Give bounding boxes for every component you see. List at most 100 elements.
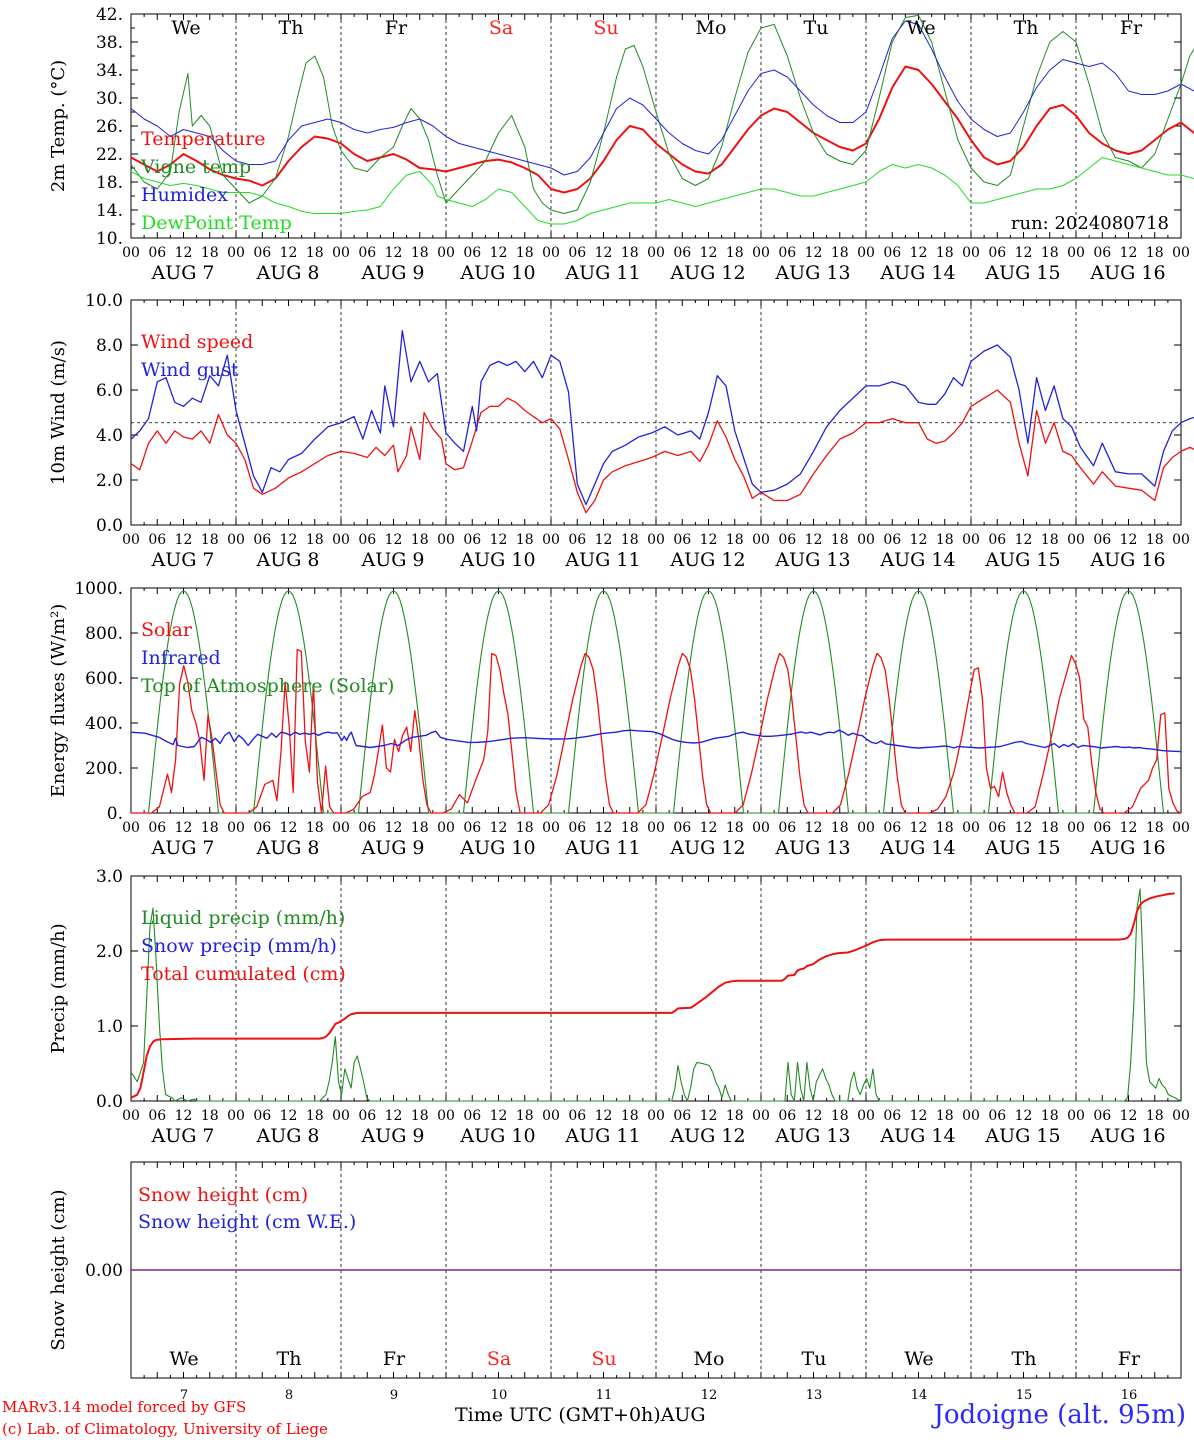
legend-entry: Snow precip (mm/h) [141, 935, 337, 957]
hour-tick-label: 18 [831, 532, 849, 548]
date-label: AUG 11 [564, 262, 640, 284]
day-number-label: 15 [1016, 1388, 1033, 1403]
hour-tick-label: 00 [122, 820, 140, 836]
hour-tick-label: 18 [936, 532, 954, 548]
weekday-label: Fr [383, 1348, 406, 1370]
hour-tick-label: 06 [148, 1108, 166, 1124]
y-axis-label: Snow height (cm) [48, 1189, 69, 1350]
y-tick-label: 200. [85, 759, 123, 779]
weekday-label: Th [1012, 1348, 1037, 1370]
hour-tick-label: 18 [1146, 532, 1164, 548]
date-label: AUG 9 [360, 1125, 424, 1147]
hour-tick-label: 00 [332, 532, 350, 548]
hour-tick-label: 06 [148, 245, 166, 261]
hour-tick-label: 18 [936, 1108, 954, 1124]
y-tick-label: 22. [96, 145, 123, 165]
series-infrared [130, 729, 1182, 753]
hour-tick-label: 00 [962, 245, 980, 261]
date-label: AUG 8 [255, 262, 319, 284]
hour-tick-label: 18 [1146, 245, 1164, 261]
y-tick-label: 3.0 [96, 867, 123, 887]
hour-tick-label: 06 [883, 1108, 901, 1124]
x-axis-label-text: Time UTC (GMT+0h) [455, 1404, 661, 1426]
hour-tick-label: 18 [936, 245, 954, 261]
hour-tick-label: 00 [437, 245, 455, 261]
hour-tick-label: 06 [463, 1108, 481, 1124]
hour-tick-label: 00 [1172, 532, 1190, 548]
hour-tick-label: 00 [647, 532, 665, 548]
hour-tick-label: 00 [752, 532, 770, 548]
y-tick-label: 2.0 [96, 942, 123, 962]
date-label: AUG 8 [255, 837, 319, 859]
day-number-label: 13 [806, 1388, 823, 1403]
hour-tick-label: 06 [568, 1108, 586, 1124]
y-tick-label: 34. [96, 61, 123, 81]
hour-tick-label: 00 [437, 1108, 455, 1124]
date-label: AUG 7 [150, 549, 214, 571]
hour-tick-label: 00 [1067, 820, 1085, 836]
date-label: AUG 7 [150, 837, 214, 859]
station-name: Jodoigne (alt. 95m) [933, 1400, 1186, 1430]
weekday-label: Mo [696, 17, 727, 39]
hour-tick-label: 06 [148, 820, 166, 836]
hour-tick-label: 00 [1067, 532, 1085, 548]
y-tick-label: 400. [85, 714, 123, 734]
hour-tick-label: 06 [673, 1108, 691, 1124]
hour-tick-label: 00 [437, 820, 455, 836]
weekday-label: Th [279, 17, 304, 39]
hour-tick-label: 12 [805, 532, 823, 548]
hour-tick-label: 12 [1120, 820, 1138, 836]
hour-tick-label: 12 [1015, 820, 1033, 836]
y-tick-label: 26. [96, 117, 123, 137]
hour-tick-label: 06 [148, 532, 166, 548]
series-top-of-atmosphere [147, 590, 1165, 814]
date-label: AUG 13 [774, 1125, 850, 1147]
hour-tick-label: 06 [568, 532, 586, 548]
date-label: AUG 13 [774, 262, 850, 284]
weekday-label: We [906, 17, 935, 39]
credit-line-2: (c) Lab. of Climatology, University of L… [2, 1420, 328, 1438]
hour-tick-label: 00 [542, 820, 560, 836]
hour-tick-label: 18 [306, 245, 324, 261]
date-label: AUG 14 [879, 549, 955, 571]
hour-tick-label: 18 [1041, 532, 1059, 548]
date-label: AUG 7 [150, 1125, 214, 1147]
hour-tick-label: 12 [175, 532, 193, 548]
hour-tick-label: 12 [175, 820, 193, 836]
hour-tick-label: 12 [490, 532, 508, 548]
legend-entry: DewPoint Temp [141, 212, 292, 234]
hour-tick-label: 00 [1067, 245, 1085, 261]
plot-frame [130, 587, 1182, 814]
hour-tick-label: 06 [463, 245, 481, 261]
weekday-label: Tu [804, 17, 829, 39]
hour-tick-label: 18 [516, 532, 534, 548]
date-label: AUG 15 [984, 1125, 1060, 1147]
hour-tick-label: 12 [385, 1108, 403, 1124]
hour-tick-label: 18 [306, 532, 324, 548]
hour-tick-label: 18 [831, 245, 849, 261]
hour-tick-label: 18 [201, 532, 219, 548]
y-tick-label: 0.00 [85, 1261, 123, 1281]
hour-tick-label: 18 [201, 245, 219, 261]
y-axis-label: 2m Temp. (°C) [48, 60, 69, 192]
legend-entry: Wind speed [141, 331, 253, 353]
hour-tick-label: 18 [201, 1108, 219, 1124]
hour-tick-label: 06 [253, 1108, 271, 1124]
hour-tick-label: 12 [280, 532, 298, 548]
hour-tick-label: 18 [411, 1108, 429, 1124]
hour-tick-label: 00 [857, 1108, 875, 1124]
hour-tick-label: 12 [1120, 1108, 1138, 1124]
y-tick-label: 14. [96, 201, 123, 221]
day-number-label: 12 [701, 1388, 718, 1403]
date-label: AUG 16 [1089, 262, 1165, 284]
date-label: AUG 16 [1089, 549, 1165, 571]
date-label: AUG 10 [459, 549, 535, 571]
hour-tick-label: 12 [595, 245, 613, 261]
date-label: AUG 9 [360, 837, 424, 859]
series-solar [131, 648, 1182, 814]
hour-tick-label: 00 [542, 245, 560, 261]
hour-tick-label: 06 [1093, 820, 1111, 836]
hour-tick-label: 06 [568, 245, 586, 261]
hour-tick-label: 00 [647, 245, 665, 261]
hour-tick-label: 12 [595, 820, 613, 836]
